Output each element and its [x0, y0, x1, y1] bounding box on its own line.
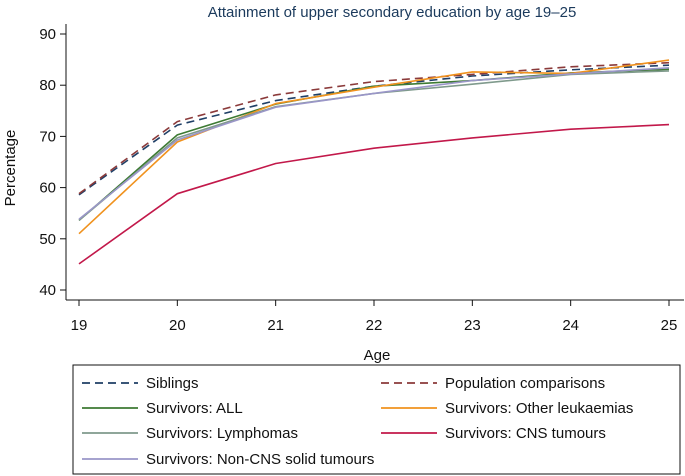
legend-label-4: Survivors: Other leukaemias: [445, 400, 633, 417]
y-tick-label: 70: [39, 128, 56, 145]
legend-label-5: Survivors: Lymphomas: [146, 425, 298, 442]
x-axis-label: Age: [364, 347, 391, 364]
x-tick-label: 25: [661, 317, 678, 334]
series-line-6: [78, 123, 670, 265]
chart-title: Attainment of upper secondary education …: [208, 4, 577, 21]
series-line-7: [78, 67, 670, 220]
axes: 40 50 60 70 80 90 19 20 21 22 23 24 25: [39, 24, 684, 334]
x-tick-label: 23: [464, 317, 481, 334]
legend-box: [72, 364, 681, 475]
y-tick-label: 60: [39, 180, 56, 197]
series-line-2: [78, 61, 670, 195]
legend-label-3: Survivors: ALL: [146, 400, 243, 417]
x-tick-label: 24: [562, 317, 579, 334]
legend-label-2: Population comparisons: [445, 375, 605, 392]
x-tick-label: 20: [169, 317, 186, 334]
y-tick-label: 40: [39, 282, 56, 299]
legend-label-6: Survivors: CNS tumours: [445, 425, 606, 442]
legend-label-7: Survivors: Non-CNS solid tumours: [146, 451, 374, 468]
x-tick-label: 21: [267, 317, 284, 334]
legend: Siblings Population comparisons Survivors:…: [72, 364, 681, 475]
y-tick-label: 80: [39, 77, 56, 94]
y-axis-label: Percentage: [2, 130, 19, 207]
series-line-1: [78, 64, 670, 196]
x-tick-label: 19: [71, 317, 88, 334]
series-layer: [78, 59, 670, 265]
x-tick-label: 22: [366, 317, 383, 334]
series-line-3: [78, 68, 670, 222]
y-tick-label: 90: [39, 26, 56, 43]
legend-label-1: Siblings: [146, 375, 199, 392]
y-tick-label: 50: [39, 231, 56, 248]
